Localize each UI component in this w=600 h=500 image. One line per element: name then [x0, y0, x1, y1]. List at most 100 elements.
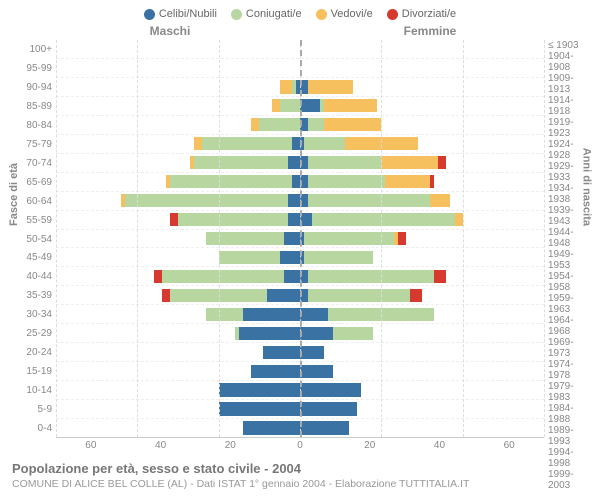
column-headers: Maschi Femmine [10, 24, 590, 38]
segment-married [308, 118, 324, 131]
legend-item: Vedovi/e [316, 8, 373, 20]
segment-married [304, 232, 393, 245]
segment-single [267, 289, 300, 302]
segment-married [125, 194, 288, 207]
birth-label: 1979-1983 [544, 381, 590, 403]
female-bar [300, 267, 544, 285]
male-bar [56, 400, 300, 418]
age-label: 100+ [10, 40, 56, 59]
female-bar [300, 40, 544, 58]
segment-single [284, 270, 300, 283]
female-bar [300, 381, 544, 399]
age-label: 50-54 [10, 230, 56, 249]
segment-single [300, 346, 324, 359]
gridline [381, 40, 382, 437]
segment-married [178, 213, 288, 226]
birth-label: 1954-1958 [544, 271, 590, 293]
legend-item: Coniugati/e [231, 8, 302, 20]
male-bar [56, 324, 300, 342]
segment-single [288, 156, 300, 169]
segment-single [251, 365, 300, 378]
gridline [463, 40, 464, 437]
age-label: 40-44 [10, 267, 56, 286]
segment-divorced [398, 232, 406, 245]
legend-label: Divorziati/e [402, 8, 456, 20]
segment-divorced [162, 289, 170, 302]
legend-swatch [387, 9, 398, 20]
segment-widowed [455, 213, 463, 226]
segment-single [300, 365, 333, 378]
segment-married [259, 118, 300, 131]
segment-married [194, 156, 288, 169]
segment-widowed [308, 80, 353, 93]
segment-single [219, 383, 300, 396]
male-bar [56, 267, 300, 285]
segment-married [170, 175, 292, 188]
x-axis: 6040200204060 [56, 440, 544, 451]
female-bar [300, 286, 544, 304]
female-bar [300, 135, 544, 153]
age-label: 0-4 [10, 419, 56, 438]
age-label: 30-34 [10, 305, 56, 324]
legend-item: Celibi/Nubili [144, 8, 217, 20]
legend: Celibi/Nubili Coniugati/e Vedovi/e Divorzia… [10, 8, 590, 20]
legend-swatch [144, 9, 155, 20]
segment-single [300, 327, 333, 340]
segment-divorced [434, 270, 446, 283]
birth-label: ≤ 1903 [544, 40, 590, 51]
x-tick: 60 [56, 440, 126, 451]
gridline [56, 40, 57, 437]
age-label: 10-14 [10, 381, 56, 400]
segment-divorced [154, 270, 162, 283]
header-male: Maschi [10, 24, 300, 38]
female-bar [300, 211, 544, 229]
birth-label: 1909-1913 [544, 73, 590, 95]
female-bar [300, 230, 544, 248]
age-label: 75-79 [10, 135, 56, 154]
segment-widowed [194, 137, 202, 150]
male-bar [56, 116, 300, 134]
segment-single [263, 346, 300, 359]
gridline [219, 40, 220, 437]
segment-married [280, 99, 300, 112]
male-bar [56, 135, 300, 153]
population-pyramid-chart: Celibi/Nubili Coniugati/e Vedovi/e Divorzia… [0, 0, 600, 500]
segment-widowed [385, 175, 430, 188]
female-bar [300, 305, 544, 323]
birth-label: 1994-1998 [544, 447, 590, 469]
age-label: 15-19 [10, 362, 56, 381]
x-tick: 0 [265, 440, 335, 451]
x-tick: 40 [405, 440, 475, 451]
female-bar [300, 400, 544, 418]
segment-single [280, 251, 300, 264]
age-label: 25-29 [10, 324, 56, 343]
female-bar [300, 192, 544, 210]
legend-label: Coniugati/e [246, 8, 302, 20]
footer: Popolazione per età, sesso e stato civil… [12, 461, 590, 490]
segment-married [162, 270, 284, 283]
male-bar [56, 381, 300, 399]
segment-single [288, 213, 300, 226]
male-bar [56, 419, 300, 437]
segment-single [300, 308, 328, 321]
age-label: 45-49 [10, 248, 56, 267]
x-tick: 20 [335, 440, 405, 451]
segment-married [206, 308, 243, 321]
male-bar [56, 362, 300, 380]
segment-widowed [324, 99, 377, 112]
segment-married [304, 137, 345, 150]
female-bar [300, 419, 544, 437]
y-axis-birth: ≤ 19031904-19081909-19131914-19181919-19… [544, 40, 590, 438]
segment-single [288, 194, 300, 207]
male-bar [56, 192, 300, 210]
female-bar [300, 248, 544, 266]
segment-divorced [430, 175, 434, 188]
segment-single [300, 99, 320, 112]
segment-married [219, 251, 280, 264]
segment-divorced [170, 213, 178, 226]
segment-single [239, 327, 300, 340]
age-label: 20-24 [10, 343, 56, 362]
segment-single [243, 308, 300, 321]
birth-label: 1949-1953 [544, 249, 590, 271]
birth-label: 1919-1923 [544, 117, 590, 139]
